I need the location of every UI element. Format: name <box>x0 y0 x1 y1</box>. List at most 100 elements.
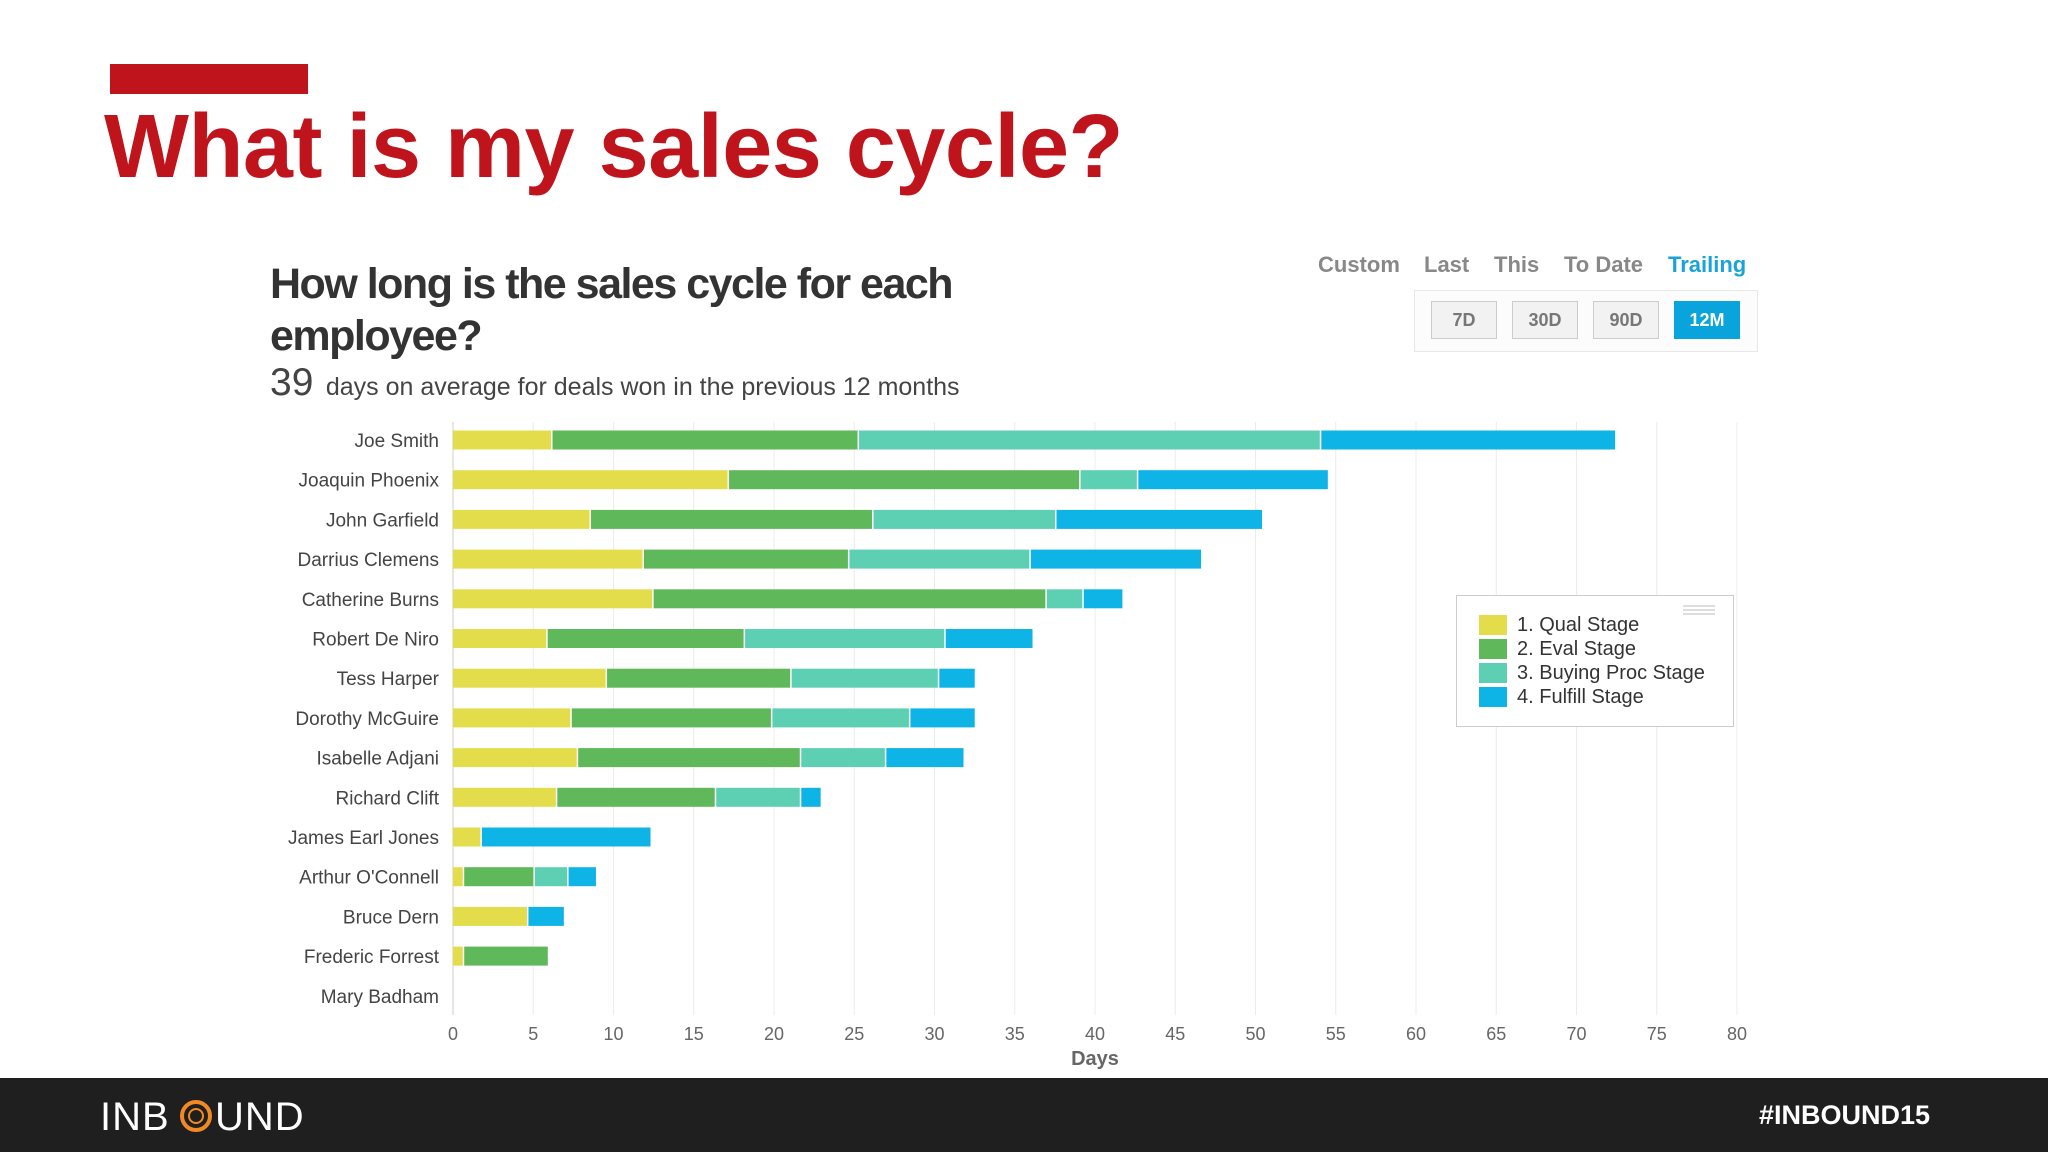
period-tab-this[interactable]: This <box>1494 252 1540 277</box>
bar-segment[interactable] <box>859 430 1320 450</box>
bar-segment[interactable] <box>453 867 463 887</box>
bar-segment[interactable] <box>643 549 848 569</box>
bar-segment[interactable] <box>1056 509 1263 529</box>
bar-segment[interactable] <box>729 470 1080 490</box>
x-tick-label: 0 <box>448 1024 458 1044</box>
category-label: Mary Badham <box>321 987 439 1008</box>
legend-drag-handle[interactable] <box>1683 605 1715 615</box>
bar-segment[interactable] <box>1083 589 1123 609</box>
legend-swatch <box>1479 639 1507 659</box>
bar-segment[interactable] <box>578 748 800 768</box>
x-axis-label: Days <box>1071 1048 1119 1070</box>
legend-swatch <box>1479 615 1507 635</box>
bar-segment[interactable] <box>886 748 964 768</box>
category-label: Catherine Burns <box>302 590 439 611</box>
legend-swatch <box>1479 687 1507 707</box>
bar-segment[interactable] <box>1080 470 1137 490</box>
bar-segment[interactable] <box>557 787 715 807</box>
category-label: Darrius Clemens <box>298 550 439 571</box>
category-label: Arthur O'Connell <box>299 868 439 889</box>
x-tick-label: 70 <box>1566 1024 1586 1044</box>
bar-segment[interactable] <box>1321 430 1616 450</box>
category-label: Bruce Dern <box>343 907 439 928</box>
report-title: How long is the sales cycle for each emp… <box>270 260 954 360</box>
average-days-value: 39 <box>270 361 314 404</box>
legend-item[interactable]: 3. Buying Proc Stage <box>1479 661 1705 685</box>
x-tick-label: 65 <box>1486 1024 1506 1044</box>
bar-segment[interactable] <box>481 827 651 847</box>
legend-swatch <box>1479 663 1507 683</box>
bar-segment[interactable] <box>528 906 564 926</box>
bar-segment[interactable] <box>453 549 643 569</box>
bar-segment[interactable] <box>453 708 571 728</box>
bar-segment[interactable] <box>945 629 1033 648</box>
inbound-logo: INB UND <box>100 1095 304 1138</box>
range-button-7d[interactable]: 7D <box>1431 301 1497 339</box>
category-label: Joe Smith <box>355 431 439 452</box>
category-label: Dorothy McGuire <box>295 709 439 730</box>
range-button-90d[interactable]: 90D <box>1593 301 1659 339</box>
bar-segment[interactable] <box>453 787 556 807</box>
legend-item[interactable]: 1. Qual Stage <box>1479 613 1639 637</box>
bar-segment[interactable] <box>801 748 885 768</box>
bar-segment[interactable] <box>801 787 821 807</box>
range-button-30d[interactable]: 30D <box>1512 301 1578 339</box>
range-button-12m[interactable]: 12M <box>1674 301 1740 339</box>
bar-segment[interactable] <box>745 629 945 648</box>
bar-segment[interactable] <box>547 629 744 648</box>
bar-segment[interactable] <box>453 629 547 648</box>
bar-segment[interactable] <box>453 589 653 609</box>
bar-segment[interactable] <box>791 668 938 688</box>
period-tab-last[interactable]: Last <box>1424 252 1470 277</box>
bar-segment[interactable] <box>453 946 463 966</box>
bar-segment[interactable] <box>453 827 481 847</box>
x-tick-label: 40 <box>1085 1024 1105 1044</box>
bar-segment[interactable] <box>453 470 728 490</box>
bar-segment[interactable] <box>716 787 800 807</box>
category-label: Isabelle Adjani <box>316 749 439 770</box>
x-tick-label: 35 <box>1005 1024 1025 1044</box>
legend-label: 4. Fulfill Stage <box>1517 685 1644 708</box>
legend-item[interactable]: 2. Eval Stage <box>1479 637 1636 661</box>
bar-segment[interactable] <box>534 867 568 887</box>
period-tab-trailing[interactable]: Trailing <box>1668 252 1747 277</box>
category-label: Frederic Forrest <box>304 947 440 968</box>
bar-segment[interactable] <box>453 668 606 688</box>
x-tick-label: 30 <box>924 1024 944 1044</box>
bar-segment[interactable] <box>607 668 791 688</box>
bar-segment[interactable] <box>1030 549 1202 569</box>
bar-segment[interactable] <box>849 549 1030 569</box>
bar-segment[interactable] <box>772 708 909 728</box>
bar-segment[interactable] <box>453 430 552 450</box>
bar-segment[interactable] <box>873 509 1055 529</box>
period-tab-to-date[interactable]: To Date <box>1564 252 1644 277</box>
sales-cycle-chart: 0 5 10 15 20 25 30 35 40 45 50 55 60 65 70 75 80 Days Joe … <box>288 422 1747 1070</box>
bar-segment[interactable] <box>552 430 858 450</box>
bar-segment[interactable] <box>453 748 577 768</box>
bar-segment[interactable] <box>939 668 975 688</box>
bar-segment[interactable] <box>568 867 596 887</box>
x-tick-label: 15 <box>684 1024 704 1044</box>
event-hashtag: #INBOUND15 <box>1758 1100 1930 1130</box>
bar-segment[interactable] <box>453 906 527 926</box>
legend-label: 2. Eval Stage <box>1517 637 1636 660</box>
legend-item[interactable]: 4. Fulfill Stage <box>1479 685 1644 709</box>
average-days-text: days on average for deals won in the pre… <box>325 373 960 401</box>
bar-segment[interactable] <box>910 708 975 728</box>
bar-segment[interactable] <box>453 509 590 529</box>
bar-segment[interactable] <box>591 509 873 529</box>
category-label: John Garfield <box>326 510 439 531</box>
bar-segment[interactable] <box>1046 589 1083 609</box>
category-label: Joaquin Phoenix <box>299 471 440 492</box>
bar-segment[interactable] <box>464 946 548 966</box>
bar-segment[interactable] <box>653 589 1046 609</box>
period-tabs: Custom Last This To Date Trailing <box>1318 252 1748 282</box>
slide-title: What is my sales cycle? <box>104 97 1124 197</box>
x-tick-label: 5 <box>528 1024 538 1044</box>
x-tick-label: 45 <box>1165 1024 1185 1044</box>
period-tab-custom[interactable]: Custom <box>1318 252 1400 277</box>
legend-label: 1. Qual Stage <box>1517 613 1640 636</box>
bar-segment[interactable] <box>464 867 534 887</box>
bar-segment[interactable] <box>1138 470 1328 490</box>
bar-segment[interactable] <box>571 708 771 728</box>
